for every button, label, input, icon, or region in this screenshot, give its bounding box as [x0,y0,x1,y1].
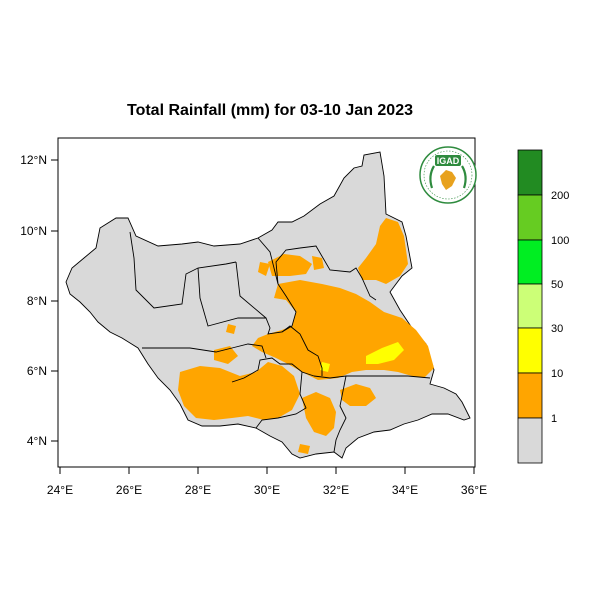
legend-swatch [517,149,543,196]
x-tick-label: 34°E [392,483,418,497]
y-tick-label: 8°N [27,294,47,308]
logo-text: IGAD [437,156,460,166]
legend-label: 10 [551,368,563,380]
y-tick-label: 6°N [27,364,47,378]
country-outline [65,151,471,459]
y-tick-label: 12°N [20,153,47,167]
legend-label: 50 [551,279,563,291]
legend-swatch [517,417,543,464]
map-title: Total Rainfall (mm) for 03-10 Jan 2023 [126,102,413,119]
legend-label: 200 [551,190,569,202]
rainfall-10-30mm-areas [320,342,404,372]
legend-swatch [517,194,543,241]
colorbar [517,149,543,464]
x-tick-label: 28°E [185,483,211,497]
x-tick-label: 36°E [461,483,487,497]
x-tick-label: 26°E [116,483,142,497]
legend-label: 100 [551,235,569,247]
x-tick-label: 24°E [47,483,73,497]
legend-swatch [517,239,543,285]
x-axis-ticks [59,467,475,474]
y-tick-label: 4°N [27,434,47,448]
legend-swatch [517,327,543,374]
legend-swatch [517,372,543,419]
legend-label: 1 [551,413,557,425]
y-axis-ticks [51,159,58,442]
legend-swatch [517,283,543,329]
admin-boundaries [129,231,431,453]
y-tick-label: 10°N [20,224,47,238]
x-tick-label: 30°E [254,483,280,497]
legend-label: 30 [551,323,563,335]
x-tick-label: 32°E [323,483,349,497]
igad-logo: IGAD [419,146,477,204]
